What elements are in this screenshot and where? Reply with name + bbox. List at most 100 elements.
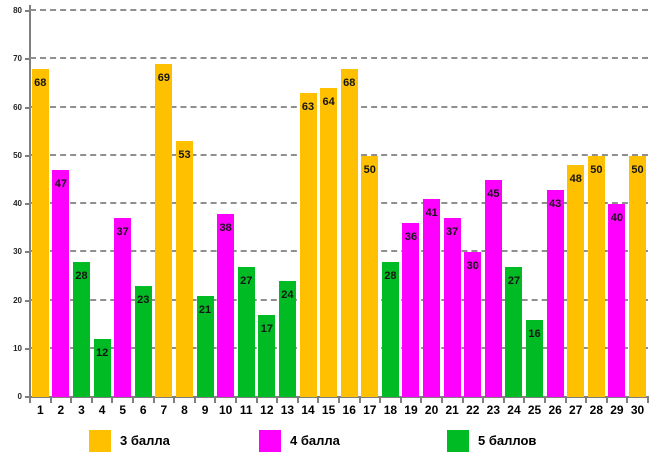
bar-value-label-4: 12 [95, 347, 109, 360]
legend-swatch-score-4 [259, 429, 281, 452]
bar-4: 12 [93, 339, 111, 397]
y-axis-label-60: 60 [13, 102, 22, 112]
x-axis-tick [29, 398, 31, 403]
x-axis-label-17: 17 [363, 403, 377, 417]
x-axis-tick [214, 398, 217, 403]
bar-value-label-9: 21 [198, 303, 212, 316]
x-axis-tick [132, 398, 134, 403]
bar-slot-9: 21 [195, 11, 216, 397]
legend-item-score-4: 4 балла [259, 429, 340, 452]
x-axis-label-28: 28 [589, 403, 603, 417]
bar-value-label-3: 28 [75, 269, 88, 282]
bar-slot-10: 38 [215, 11, 236, 397]
bar-slot-25: 16 [524, 11, 545, 397]
x-axis-label-27: 27 [569, 403, 583, 417]
bar-value-label-17: 50 [363, 163, 376, 176]
bar-18: 28 [381, 261, 399, 397]
x-axis-tick [255, 398, 258, 403]
bar-value-label-30: 50 [631, 163, 644, 176]
gridline-40 [30, 202, 648, 204]
bar-value-label-21: 37 [446, 226, 459, 239]
bar-slot-1: 68 [30, 11, 51, 397]
x-axis-label-6: 6 [139, 403, 147, 417]
bar-slot-6: 23 [133, 11, 154, 397]
bar-value-label-8: 53 [178, 149, 191, 162]
x-axis-label-14: 14 [301, 403, 315, 417]
gridline-80 [30, 9, 648, 11]
bar-27: 48 [567, 165, 585, 397]
bar-value-label-14: 63 [301, 101, 315, 114]
bars-row: 68 47 28 12 37 23 69 53 21 38 27 17 24 63 64 68 50 28 36 41… [30, 11, 648, 397]
bar-29: 40 [608, 204, 626, 397]
bar-17: 50 [361, 155, 379, 397]
bar-12: 17 [258, 314, 276, 397]
plot-area: 68 47 28 12 37 23 69 53 21 38 27 17 24 63 64 68 50 28 36 41… [30, 9, 648, 397]
y-axis-label-20: 20 [13, 295, 22, 305]
bar-slot-4: 12 [92, 11, 113, 397]
x-axis-tick [296, 398, 299, 403]
bar-24: 27 [505, 266, 523, 397]
bar-13: 24 [278, 281, 296, 397]
y-axis-line [29, 5, 31, 398]
bar-slot-30: 50 [627, 11, 648, 397]
x-axis-label-11: 11 [239, 403, 253, 417]
y-axis-tick [25, 299, 30, 302]
x-axis-label-7: 7 [160, 403, 168, 417]
bar-22: 30 [464, 252, 482, 397]
legend-swatch-score-3 [89, 429, 111, 452]
bar-9: 21 [196, 295, 214, 397]
x-axis-line [28, 396, 649, 398]
x-axis-tick [441, 398, 443, 403]
legend-label-score-3: 3 балла [120, 433, 170, 448]
gridline-10 [30, 346, 648, 349]
x-axis-tick [173, 398, 176, 403]
legend-item-score-3: 3 балла [89, 429, 170, 452]
x-axis-label-24: 24 [507, 403, 521, 417]
gridline-60 [30, 105, 648, 108]
bar-28: 50 [587, 155, 605, 397]
x-axis-label-23: 23 [486, 403, 501, 417]
bar-value-label-29: 40 [610, 212, 624, 224]
legend: 3 балла 4 балла 5 баллов [0, 429, 650, 455]
bar-6: 23 [134, 286, 152, 397]
bar-value-label-10: 38 [219, 221, 232, 234]
bar-slot-21: 37 [442, 11, 463, 397]
bar-value-label-28: 50 [590, 163, 603, 176]
y-axis-tick [25, 396, 30, 398]
x-axis-label-12: 12 [260, 403, 274, 417]
x-axis-tick [338, 398, 340, 403]
bar-value-label-7: 69 [157, 72, 170, 85]
bar-value-label-19: 36 [404, 231, 418, 244]
x-axis-tick [193, 398, 196, 403]
bar-slot-28: 50 [586, 11, 607, 397]
bar-8: 53 [175, 141, 193, 397]
x-axis-tick [358, 398, 361, 403]
x-axis-label-3: 3 [78, 403, 85, 417]
bar-slot-18: 28 [380, 11, 401, 397]
y-axis-tick [25, 154, 30, 157]
x-axis-tick [605, 398, 608, 403]
gridline-50 [30, 153, 648, 156]
y-axis-label-0: 0 [17, 392, 22, 401]
x-axis-label-5: 5 [119, 403, 127, 417]
y-axis-label-70: 70 [13, 54, 22, 64]
x-axis-tick [626, 398, 629, 403]
bar-value-label-2: 47 [54, 178, 68, 191]
bar-10: 38 [217, 213, 235, 397]
x-axis-label-2: 2 [57, 403, 65, 417]
gridline-30 [30, 250, 648, 253]
bar-value-label-20: 41 [425, 207, 438, 220]
bar-value-label-26: 43 [549, 197, 562, 210]
x-axis-tick [482, 398, 485, 403]
y-axis-label-40: 40 [13, 199, 22, 208]
bar-23: 45 [484, 179, 502, 397]
x-axis-tick [420, 398, 423, 403]
x-axis-tick [461, 398, 464, 403]
bar-value-label-16: 68 [343, 76, 356, 89]
y-axis-tick [25, 347, 30, 350]
bar-slot-27: 48 [565, 11, 586, 397]
bar-value-label-1: 68 [34, 76, 47, 89]
bar-2: 47 [52, 170, 70, 397]
x-axis-tick [647, 398, 649, 403]
